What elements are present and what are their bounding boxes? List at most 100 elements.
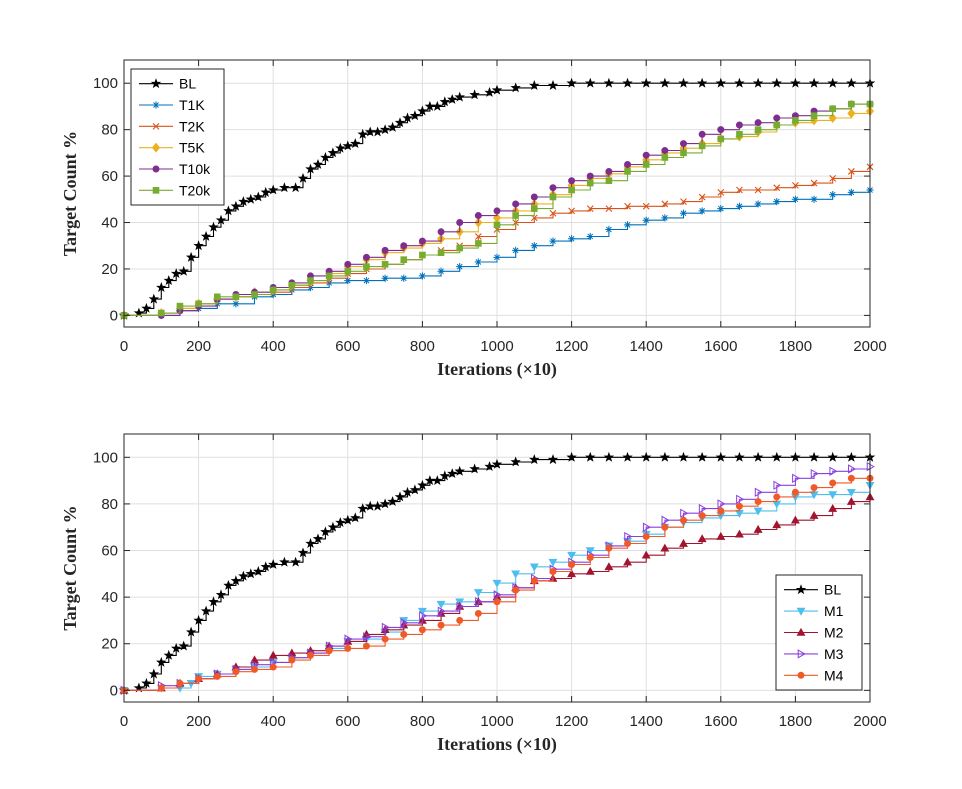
panel-1-point-T20k xyxy=(269,286,277,294)
panel-2-point-M2 xyxy=(585,566,595,575)
panel-1-point-T20k xyxy=(344,267,352,275)
panel-2-point-M2 xyxy=(809,510,819,519)
panel-2-point-M3 xyxy=(475,597,484,607)
panel-2-point-M3 xyxy=(810,468,819,479)
panel-1-point-T1K xyxy=(605,225,613,234)
panel-2-legend-marker-M3 xyxy=(797,649,806,659)
panel-1-point-T20k xyxy=(325,272,333,280)
panel-1-point-T1K xyxy=(437,267,445,275)
panel-1-point-T10k xyxy=(381,246,389,254)
panel-1-point-T10k xyxy=(586,172,594,180)
panel-1-xtick-label: 1200 xyxy=(555,338,588,355)
panel-1-point-T20k xyxy=(531,205,538,212)
panel-2-point-BL xyxy=(678,451,689,462)
panel-1-legend-label-T1K: T1K xyxy=(179,97,205,113)
panel-2-point-M3 xyxy=(680,508,689,518)
panel-2-point-BL xyxy=(200,605,212,616)
panel-1-point-T2K xyxy=(661,200,669,208)
panel-1-point-T1K xyxy=(661,214,669,222)
panel-1-point-T10k xyxy=(549,184,557,192)
panel-2-point-BL xyxy=(790,451,801,462)
panel-1-point-BL xyxy=(350,138,361,149)
panel-1-point-BL xyxy=(230,200,242,211)
panel-2-point-M3 xyxy=(437,606,446,616)
panel-1-point-T20k xyxy=(213,293,221,301)
panel-1-point-BL xyxy=(297,172,309,183)
panel-2-point-M1 xyxy=(585,547,595,556)
panel-1-point-T20k xyxy=(400,256,408,263)
panel-1-point-T1K xyxy=(456,263,464,271)
panel-1-point-T20k xyxy=(792,117,799,124)
panel-2-point-M4 xyxy=(754,498,762,506)
panel-1-point-T1K xyxy=(381,274,389,282)
panel-2-point-M3 xyxy=(363,632,372,642)
panel-2-legend-label-M3: M3 xyxy=(824,646,844,662)
panel-2-point-M4 xyxy=(418,626,426,634)
panel-1-point-T10k xyxy=(735,121,743,129)
panel-1-point-T20k xyxy=(419,251,426,259)
panel-1-point-BL xyxy=(715,77,727,88)
panel-1-point-T20k xyxy=(251,291,258,298)
panel-1-point-T2K xyxy=(736,186,743,194)
panel-1-point-T10k xyxy=(661,147,669,155)
panel-1-point-T20k xyxy=(829,105,837,113)
panel-2-point-M4 xyxy=(810,484,818,492)
panel-2-point-M4 xyxy=(269,663,277,671)
panel-1-point-T20k xyxy=(493,221,501,229)
panel-1-point-BL xyxy=(170,268,182,279)
panel-2-point-BL xyxy=(447,468,458,479)
panel-1-point-BL xyxy=(260,186,271,197)
panel-2-point-M1 xyxy=(436,600,446,609)
panel-2-point-M3 xyxy=(773,480,782,490)
panel-2-xtick-label: 1200 xyxy=(555,713,588,730)
panel-1-legend-marker-T2K xyxy=(152,122,160,130)
panel-2-point-BL xyxy=(335,517,346,527)
panel-1-ytick-label: 0 xyxy=(110,307,118,324)
panel-1-point-T10k xyxy=(362,253,370,261)
panel-2-point-M4 xyxy=(288,656,296,664)
panel-2-xtick-label: 400 xyxy=(261,713,286,730)
panel-1-point-T1K xyxy=(698,207,706,215)
panel-2-ytick-label: 20 xyxy=(101,636,118,653)
panel-1-point-BL xyxy=(357,128,368,139)
panel-2-point-M3 xyxy=(493,590,502,600)
panel-1-point-BL xyxy=(696,77,708,88)
panel-1-point-T1K xyxy=(642,216,650,224)
panel-1-point-T10k xyxy=(400,242,408,250)
panel-2-xtick-label: 0 xyxy=(120,713,128,730)
panel-1-point-T2K xyxy=(680,198,687,206)
panel-1-point-T5K xyxy=(828,113,837,124)
panel-2-point-BL xyxy=(305,538,316,549)
panel-2-point-M2 xyxy=(790,515,800,524)
panel-1-point-T2K xyxy=(549,209,557,217)
panel-2-point-BL xyxy=(350,512,361,523)
panel-2-legend-label-M4: M4 xyxy=(824,667,844,683)
panel-2-point-M3 xyxy=(456,601,465,612)
panel-2-point-M4 xyxy=(251,665,259,673)
panel-2-point-M4 xyxy=(717,507,725,515)
panel-2-point-BL xyxy=(846,451,857,462)
panel-1-point-BL xyxy=(846,77,857,88)
panel-2-ytick-label: 60 xyxy=(101,543,118,560)
panel-2-point-BL xyxy=(469,463,480,474)
panel-2-point-BL xyxy=(253,566,264,576)
panel-1-ytick-label: 40 xyxy=(101,215,118,232)
panel-1-ytick-label: 100 xyxy=(93,75,118,92)
panel-2-point-BL xyxy=(163,649,174,660)
panel-2-point-M4 xyxy=(568,561,576,569)
panel-2-point-M3 xyxy=(754,487,763,497)
panel-2-point-BL xyxy=(394,491,406,502)
panel-1: 0 200 400 600 800 1000 1200 1400 1600 1800 2000 0 20… xyxy=(60,59,887,380)
panel-1-series-BL xyxy=(118,77,876,320)
panel-2-point-BL xyxy=(208,596,219,607)
panel-1-point-BL xyxy=(379,124,391,135)
panel-2-point-BL xyxy=(417,479,428,490)
panel-2-point-M1 xyxy=(511,570,521,579)
panel-1-xtick-label: 2000 xyxy=(853,338,886,355)
panel-1-point-T10k xyxy=(624,160,632,168)
panel-1-point-T2K xyxy=(810,179,818,187)
panel-1-point-T10k xyxy=(698,130,706,138)
panel-2-point-M3 xyxy=(661,515,670,525)
panel-2-ytick-label: 100 xyxy=(93,449,118,466)
